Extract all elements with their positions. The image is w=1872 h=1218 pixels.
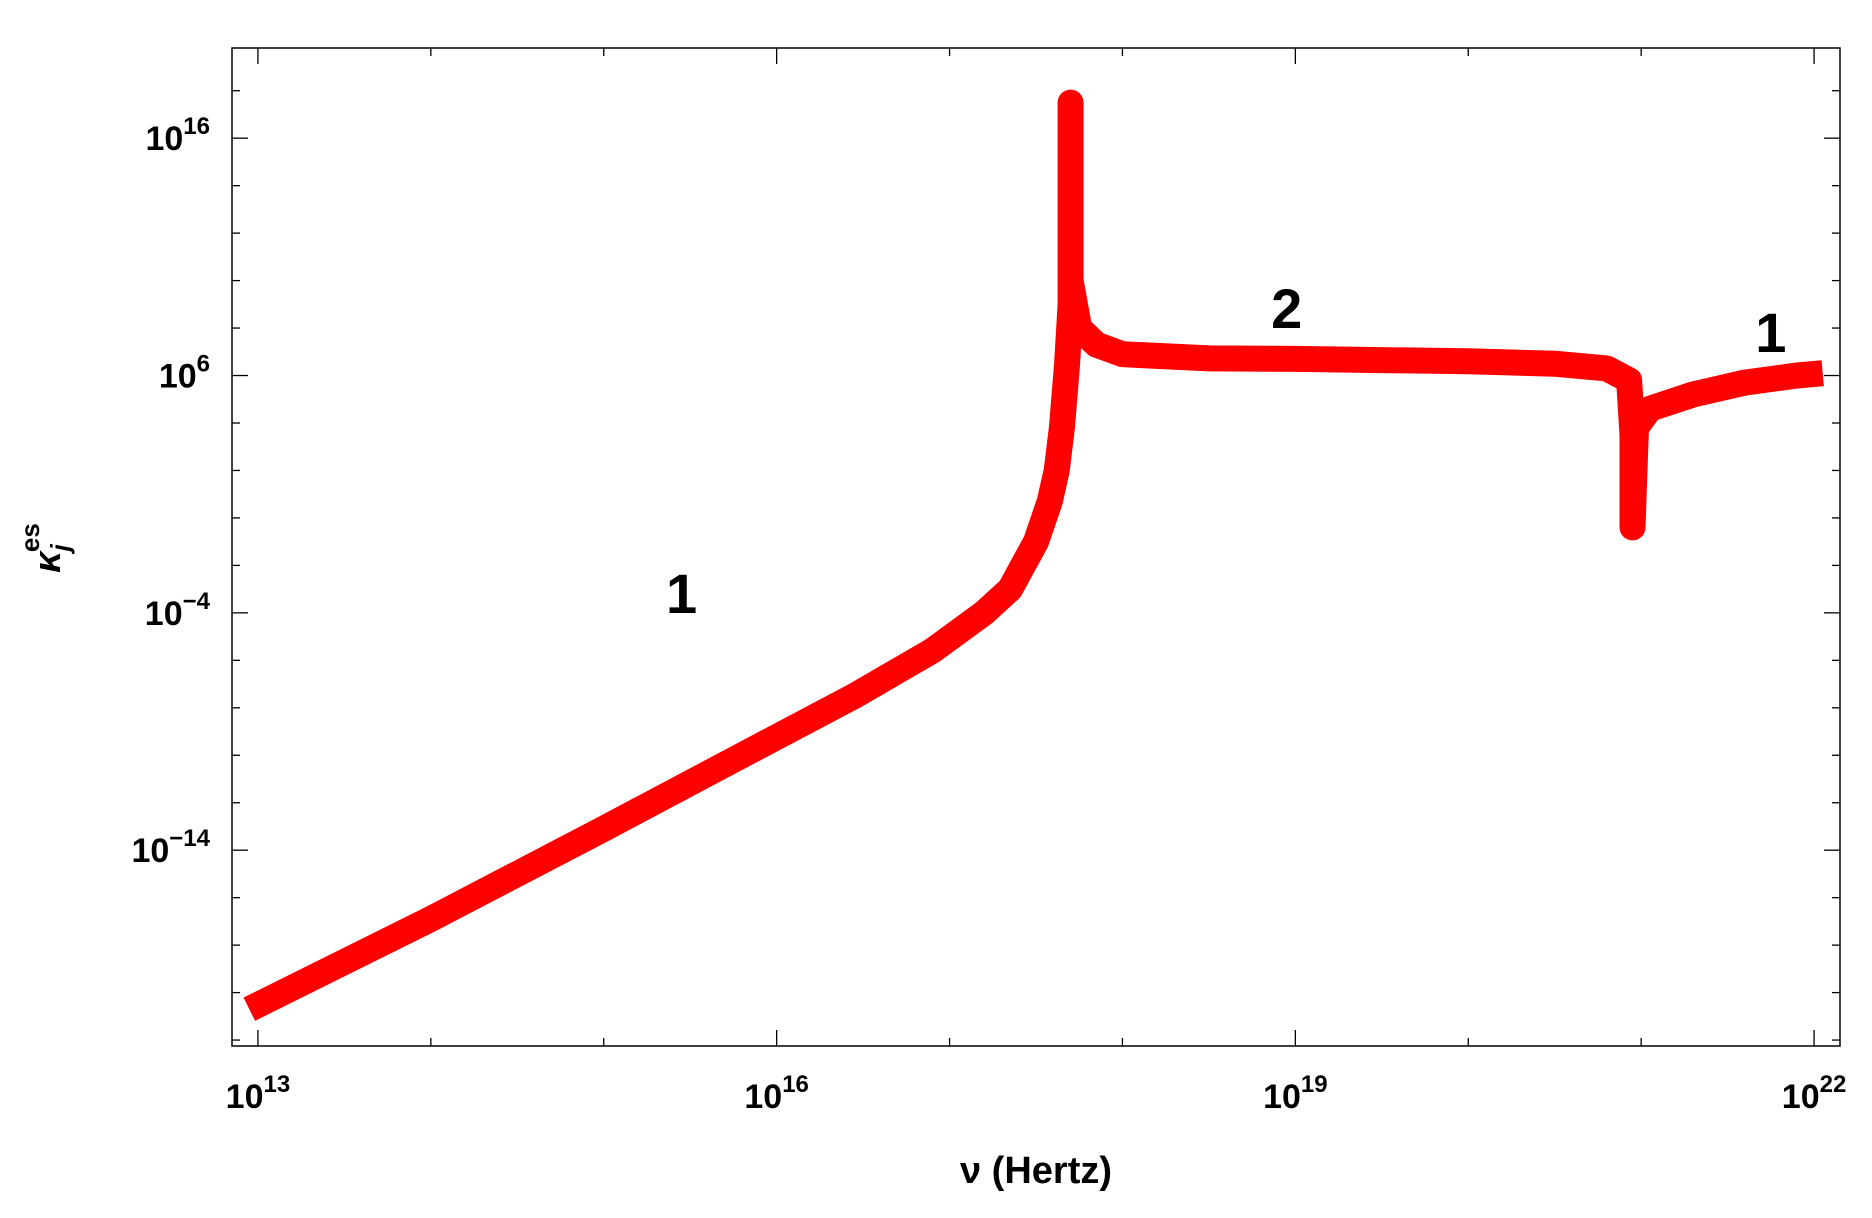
annotations: 1 2 1 bbox=[666, 277, 1786, 625]
curve-annotation: 1 bbox=[1755, 301, 1786, 364]
y-tick-label: 1016 bbox=[145, 113, 210, 158]
y-axis-label: κjes bbox=[15, 523, 75, 573]
y-tick-label: 106 bbox=[159, 351, 210, 396]
curve-annotation: 1 bbox=[666, 562, 697, 625]
y-axis-label-base: κ bbox=[27, 550, 69, 573]
x-axis-label: ν (Hertz) bbox=[960, 1150, 1112, 1192]
x-tick-label: 1019 bbox=[1263, 1071, 1328, 1116]
y-axis-label-sub: j bbox=[45, 543, 75, 554]
x-tick-labels: 1013 1016 1019 1022 bbox=[226, 1071, 1847, 1116]
axis-ticks bbox=[232, 48, 1840, 1046]
x-tick-label: 1013 bbox=[226, 1071, 291, 1116]
x-tick-label: 1016 bbox=[744, 1071, 809, 1116]
plot-frame bbox=[231, 47, 1841, 1047]
y-tick-labels: 10−14 10−4 106 1016 bbox=[131, 113, 210, 870]
series-line bbox=[243, 89, 1824, 1021]
x-tick-label: 1022 bbox=[1782, 1071, 1847, 1116]
y-tick-label: 10−4 bbox=[145, 588, 211, 633]
y-axis-label-sup: es bbox=[15, 523, 45, 552]
y-tick-label: 10−14 bbox=[131, 825, 210, 870]
curve-annotation: 2 bbox=[1271, 277, 1302, 340]
